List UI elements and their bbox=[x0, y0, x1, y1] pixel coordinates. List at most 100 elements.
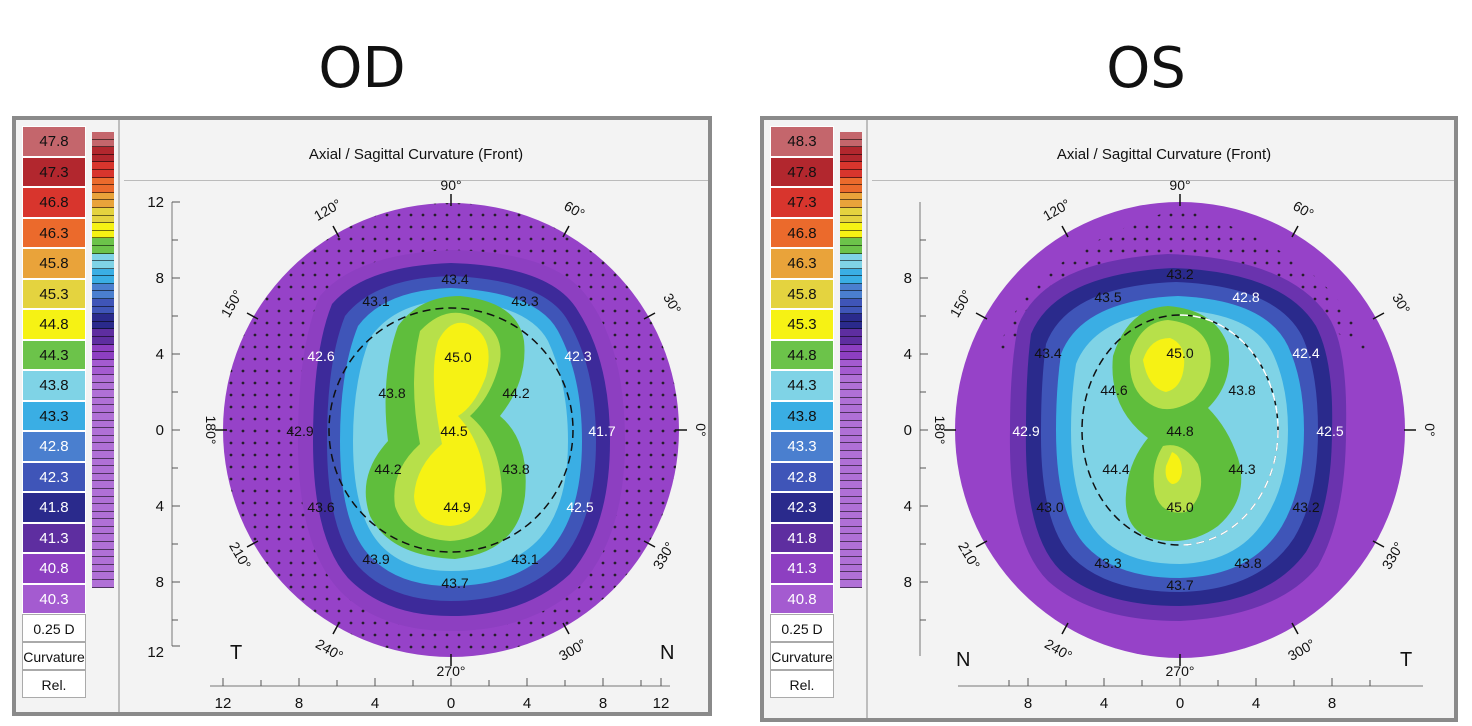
angle-label: 240° bbox=[1042, 635, 1075, 663]
os-title-rule bbox=[872, 180, 1454, 181]
curvature-value: 42.6 bbox=[307, 348, 334, 364]
legend-cell: 46.8 bbox=[770, 217, 834, 248]
y-tick: 4 bbox=[904, 498, 912, 515]
os-title: OS bbox=[1106, 36, 1186, 101]
od-topography-map: 12 8 4 0 4 8 12 12 8 4 0 4 8 12 T N bbox=[147, 177, 709, 712]
angle-label: 0° bbox=[1422, 423, 1438, 436]
legend-cell: 45.3 bbox=[22, 278, 86, 309]
curvature-value: 44.6 bbox=[1100, 382, 1127, 398]
curvature-value: 43.7 bbox=[1166, 577, 1193, 593]
legend-cell: 42.3 bbox=[770, 492, 834, 523]
legend-cell: 42.3 bbox=[22, 461, 86, 492]
x-tick: 8 bbox=[295, 695, 303, 712]
os-map-title: Axial / Sagittal Curvature (Front) bbox=[1056, 146, 1272, 163]
legend-cell: 47.3 bbox=[770, 187, 834, 218]
curvature-value: 43.4 bbox=[441, 271, 468, 287]
legend-cell: 40.8 bbox=[22, 553, 86, 584]
angle-label: 270° bbox=[437, 663, 466, 679]
os-separator bbox=[866, 120, 868, 718]
angle-label: 180° bbox=[203, 416, 219, 445]
curvature-value: 43.1 bbox=[362, 293, 389, 309]
angle-label: 330° bbox=[649, 539, 677, 572]
legend-cell: 45.8 bbox=[22, 248, 86, 279]
od-separator bbox=[118, 120, 120, 712]
curvature-value: 44.4 bbox=[1102, 461, 1129, 477]
x-tick: 0 bbox=[447, 695, 455, 712]
os-topography-map: 8 4 0 4 8 8 4 0 4 8 N T bbox=[904, 177, 1438, 712]
step-label: 0.25 D bbox=[770, 614, 834, 642]
angle-label: 210° bbox=[955, 539, 983, 572]
curvature-value: 44.2 bbox=[374, 461, 401, 477]
curvature-value: 45.0 bbox=[1166, 345, 1193, 361]
x-tick: 8 bbox=[1328, 695, 1336, 712]
legend-cell: 46.8 bbox=[22, 187, 86, 218]
angle-label: 30° bbox=[660, 290, 684, 316]
legend-cell: 41.3 bbox=[22, 522, 86, 553]
angle-label: 90° bbox=[440, 177, 461, 193]
angle-label: 300° bbox=[1285, 635, 1318, 663]
curvature-value: 43.9 bbox=[362, 551, 389, 567]
angle-label: 270° bbox=[1166, 663, 1195, 679]
y-tick: 8 bbox=[904, 574, 912, 591]
angle-label: 210° bbox=[226, 539, 254, 572]
y-tick: 8 bbox=[156, 270, 164, 287]
x-tick: 12 bbox=[215, 695, 232, 712]
od-title-rule bbox=[124, 180, 708, 181]
angle-label: 150° bbox=[217, 287, 245, 320]
legend-cell: 45.3 bbox=[770, 309, 834, 340]
y-tick: 0 bbox=[904, 422, 912, 439]
y-tick: 4 bbox=[156, 346, 164, 363]
map-type-label: Curvature bbox=[22, 642, 86, 670]
curvature-value: 44.3 bbox=[1228, 461, 1255, 477]
x-tick: 8 bbox=[1024, 695, 1032, 712]
legend-cell: 47.8 bbox=[770, 156, 834, 187]
curvature-value: 44.9 bbox=[443, 499, 470, 515]
temporal-label: T bbox=[230, 642, 242, 664]
curvature-value: 42.4 bbox=[1292, 345, 1319, 361]
legend-cell: 43.8 bbox=[770, 400, 834, 431]
legend-cell: 40.8 bbox=[770, 583, 834, 614]
y-tick: 0 bbox=[156, 422, 164, 439]
curvature-value: 43.6 bbox=[307, 499, 334, 515]
curvature-value: 42.3 bbox=[564, 348, 591, 364]
y-tick: 8 bbox=[156, 574, 164, 591]
curvature-value: 43.3 bbox=[1094, 555, 1121, 571]
angle-label: 240° bbox=[313, 635, 346, 663]
angle-label: 120° bbox=[311, 195, 344, 223]
curvature-value: 43.5 bbox=[1094, 289, 1121, 305]
curvature-value: 44.5 bbox=[440, 423, 467, 439]
curvature-value: 42.5 bbox=[566, 499, 593, 515]
legend-cell: 43.3 bbox=[22, 400, 86, 431]
curvature-value: 43.3 bbox=[511, 293, 538, 309]
x-tick: 4 bbox=[1252, 695, 1260, 712]
angle-label: 150° bbox=[946, 287, 974, 320]
legend-cell: 41.8 bbox=[22, 492, 86, 523]
temporal-label: T bbox=[1400, 649, 1412, 671]
x-tick: 8 bbox=[599, 695, 607, 712]
os-panel: 48.3 47.8 47.3 46.8 46.3 45.8 45.3 44.8 … bbox=[760, 116, 1458, 722]
y-tick: 4 bbox=[156, 498, 164, 515]
curvature-value: 43.2 bbox=[1292, 499, 1319, 515]
os-contours bbox=[955, 202, 1405, 658]
legend-cell: 46.3 bbox=[770, 248, 834, 279]
curvature-value: 42.9 bbox=[286, 423, 313, 439]
od-contours bbox=[223, 203, 679, 657]
scale-mode-label: Rel. bbox=[770, 670, 834, 698]
angle-label: 60° bbox=[561, 197, 587, 221]
legend-cell: 42.8 bbox=[770, 461, 834, 492]
curvature-value: 43.4 bbox=[1034, 345, 1061, 361]
legend-cell: 41.3 bbox=[770, 553, 834, 584]
curvature-value: 44.2 bbox=[502, 385, 529, 401]
curvature-value: 43.0 bbox=[1036, 499, 1063, 515]
curvature-value: 42.8 bbox=[1232, 289, 1259, 305]
legend-cell: 47.8 bbox=[22, 126, 86, 157]
legend-cell: 44.3 bbox=[770, 370, 834, 401]
legend-cell: 43.3 bbox=[770, 431, 834, 462]
x-tick: 4 bbox=[523, 695, 531, 712]
curvature-value: 42.5 bbox=[1316, 423, 1343, 439]
legend-cell: 40.3 bbox=[22, 583, 86, 614]
legend-cell: 46.3 bbox=[22, 217, 86, 248]
y-tick: 4 bbox=[904, 346, 912, 363]
legend-cell: 47.3 bbox=[22, 156, 86, 187]
legend-cell: 42.8 bbox=[22, 431, 86, 462]
